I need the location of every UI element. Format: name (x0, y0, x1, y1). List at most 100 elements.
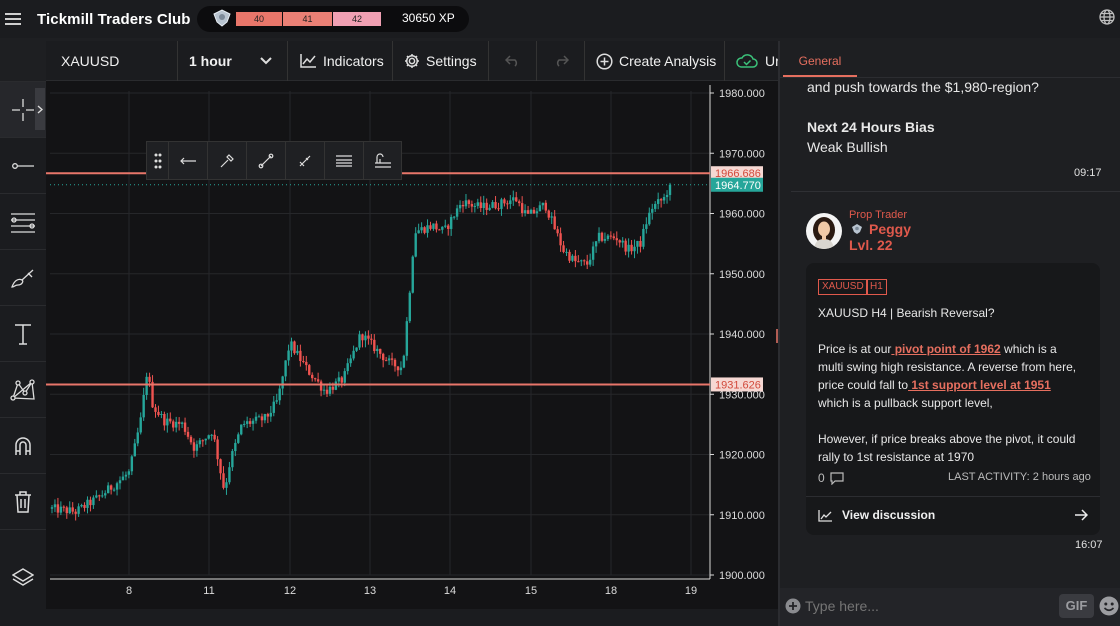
candlestick-chart[interactable]: 1980.000 1970.000 1960.000 1950.000 1940.000… (46, 81, 780, 611)
tab-general[interactable]: General (798, 54, 842, 68)
candle-body (160, 413, 163, 416)
color-picker-icon[interactable] (208, 142, 247, 179)
candle-body (544, 202, 548, 211)
candle-body (449, 217, 453, 229)
globe-icon[interactable] (1098, 8, 1116, 26)
y-tick-label: 1920.000 (719, 450, 765, 462)
x-tick-label: 11 (203, 585, 214, 597)
message-input[interactable] (805, 596, 1053, 616)
drag-handle-icon[interactable] (147, 142, 169, 179)
candle-body (562, 245, 565, 252)
candle-body (390, 358, 394, 360)
candle-body (222, 473, 225, 488)
trash-icon (14, 490, 32, 513)
line-width-icon[interactable] (247, 142, 286, 179)
candle-body (405, 321, 409, 356)
candle-body (485, 202, 488, 210)
horizontal-line-tool[interactable] (0, 137, 46, 193)
redo-button[interactable] (537, 41, 585, 81)
candle-body (325, 389, 329, 394)
settings-icon[interactable] (364, 142, 402, 179)
candle-body (586, 261, 589, 265)
candle-body (313, 378, 317, 380)
tag-timeframe[interactable]: H1 (866, 279, 887, 295)
publish-button[interactable]: Ur (725, 41, 780, 81)
tag-symbol[interactable]: XAUUSD (818, 279, 868, 295)
candle-body (115, 483, 119, 490)
view-discussion-button[interactable]: View discussion (842, 508, 936, 522)
interval-select[interactable]: 1 hour (178, 41, 288, 81)
candle-body (438, 229, 441, 231)
magnet-tool[interactable] (0, 417, 46, 473)
line-style-icon[interactable] (325, 142, 364, 179)
candle-body (328, 386, 332, 394)
undo-icon (504, 55, 521, 67)
emoji-icon[interactable] (1099, 596, 1119, 616)
candle-body (151, 381, 154, 408)
layers-tool[interactable] (0, 529, 46, 626)
candle-body (266, 414, 270, 417)
x-tick-label: 12 (284, 585, 296, 597)
gif-button[interactable]: GIF (1059, 594, 1094, 618)
parallel-lines-icon (10, 211, 36, 233)
settings-button[interactable]: Settings (393, 41, 489, 81)
candle-body (305, 361, 308, 366)
candle-body (376, 348, 379, 352)
undo-button[interactable] (489, 41, 537, 81)
hamburger-icon[interactable] (4, 10, 22, 28)
user-name[interactable]: Peggy (869, 221, 912, 237)
candle-body (500, 199, 503, 209)
candle-body (133, 443, 136, 457)
candle-body (464, 200, 468, 207)
indicators-button[interactable]: Indicators (288, 41, 393, 81)
candle-body (479, 202, 482, 208)
candle-body (74, 511, 77, 514)
symbol-selector[interactable]: XAUUSD (46, 41, 178, 81)
pencil-icon[interactable] (286, 142, 325, 179)
publish-label: Ur (765, 53, 780, 69)
candle-body (583, 260, 586, 262)
x-tick-label: 19 (685, 585, 697, 597)
create-analysis-button[interactable]: Create Analysis (585, 41, 725, 81)
candle-body (65, 507, 68, 514)
candle-body (234, 442, 237, 452)
price-label-box (711, 377, 763, 392)
y-tick-label: 1970.000 (719, 148, 765, 160)
line-toolbar (146, 141, 402, 180)
candle-body (157, 411, 160, 416)
candle-body (56, 504, 60, 513)
avatar[interactable] (806, 213, 842, 249)
arrow-right-icon[interactable] (1074, 509, 1088, 521)
candle-body (216, 439, 219, 460)
candle-body (101, 495, 104, 497)
candle-body (665, 194, 669, 198)
candle-body (308, 365, 311, 375)
text-tool[interactable] (0, 305, 46, 361)
analysis-card[interactable] (806, 263, 1100, 535)
price-label: 1931.626 (715, 379, 761, 391)
candle-body (420, 227, 423, 231)
support-link[interactable]: 1st support level at 1951 (908, 378, 1051, 392)
candle-body (136, 432, 139, 444)
parallel-lines-tool[interactable] (0, 193, 46, 249)
message-text: and push towards the $1,980-region? (807, 79, 1039, 95)
arrow-line-icon[interactable] (169, 142, 208, 179)
pivot-link[interactable]: pivot point of 1962 (891, 342, 1001, 356)
candle-body (553, 216, 556, 230)
crosshair-tool[interactable] (0, 81, 46, 137)
redo-icon (553, 55, 569, 67)
magnet-icon (12, 435, 34, 457)
comment-icon[interactable] (829, 471, 845, 485)
delete-tool[interactable] (0, 473, 46, 529)
chevron-right-icon[interactable] (35, 88, 45, 130)
brand-title[interactable]: Tickmill Traders Club (37, 11, 191, 28)
pattern-tool[interactable] (0, 361, 46, 417)
candle-body (384, 360, 388, 362)
trend-chart-icon (299, 53, 317, 69)
candle-body (213, 434, 216, 440)
candle-body (281, 376, 284, 389)
candle-body (245, 421, 249, 424)
add-attachment-icon[interactable] (785, 598, 801, 614)
interval-label: 1 hour (189, 53, 232, 69)
brush-tool[interactable] (0, 249, 46, 305)
